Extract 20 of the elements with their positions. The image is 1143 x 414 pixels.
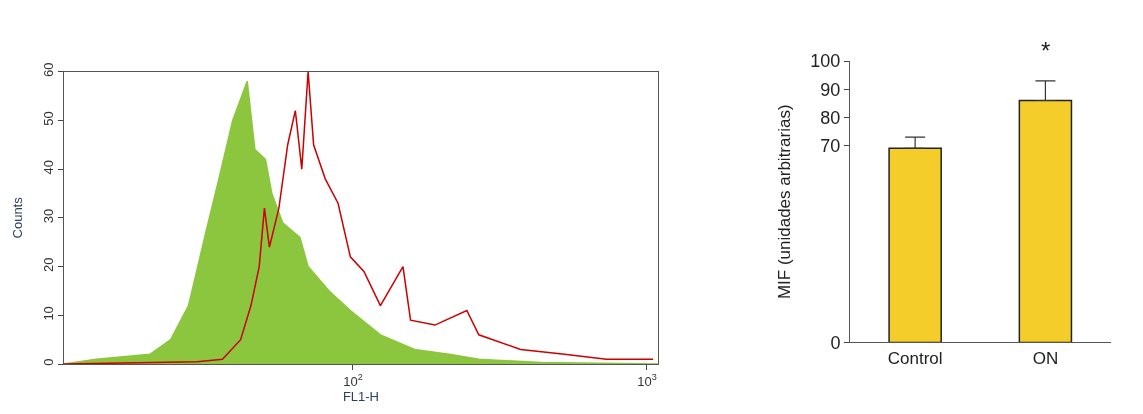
x-tick-label: ON	[1032, 348, 1059, 368]
y-axis-title: MIF (unidades arbitrarias)	[774, 104, 794, 300]
y-tick-label: 30	[40, 208, 56, 224]
y-tick-label: 0	[830, 332, 841, 353]
annotation: *	[1041, 37, 1051, 64]
x-axis-title: FL1-H	[342, 388, 379, 404]
y-tick-label: 40	[40, 159, 56, 175]
x-tick-label: 10$^{3}$	[637, 372, 657, 389]
x-tick-label: 10$^{2}$	[343, 372, 363, 389]
y-tick-label: 100	[810, 51, 841, 72]
y-tick-label: 10	[40, 306, 56, 321]
y-tick-label: 20	[40, 257, 56, 272]
y-tick-label: 80	[820, 107, 841, 128]
x-tick-label: Control	[887, 348, 943, 368]
y-axis-title: Counts	[9, 196, 25, 239]
y-tick-label: 0	[40, 358, 56, 366]
y-tick-label: 70	[820, 135, 841, 156]
y-tick-label: 50	[40, 111, 56, 126]
y-tick-label: 90	[820, 79, 841, 100]
y-tick-label: 60	[40, 62, 56, 77]
